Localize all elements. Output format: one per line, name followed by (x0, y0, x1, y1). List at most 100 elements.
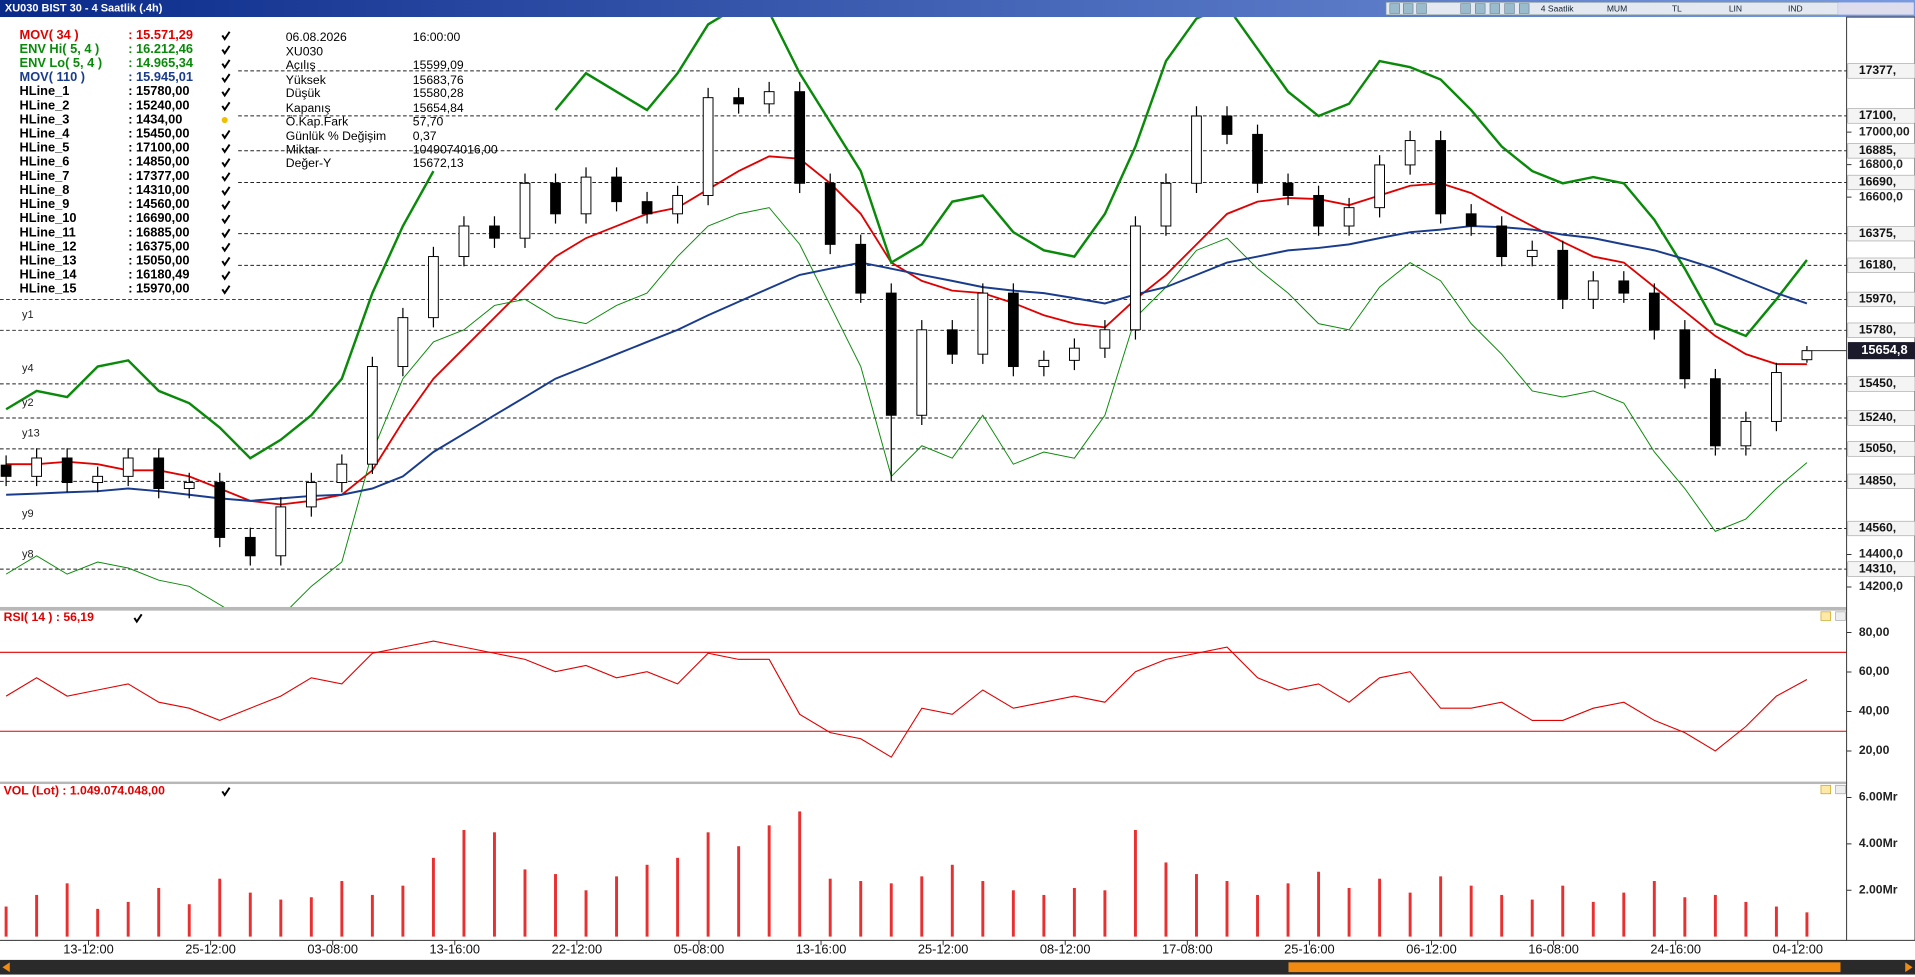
scrollbar-thumb[interactable] (1288, 962, 1841, 973)
candle-body (1282, 182, 1294, 196)
hline-axis-label: 17100, (1859, 108, 1896, 122)
info-label: 06.08.2026 (286, 30, 347, 44)
candle-body (824, 182, 836, 245)
y-tick-label: 17000,00 (1859, 124, 1910, 138)
candle-body (1801, 350, 1813, 361)
candle-body (1038, 359, 1050, 368)
candle-body (305, 482, 317, 508)
candle-body (1007, 292, 1019, 368)
x-tick-label: 25-12:00 (185, 942, 236, 957)
legend-name: HLine_9 (20, 196, 70, 211)
volume-bar (615, 876, 619, 937)
y-tick-label: 6.00Mr (1859, 790, 1898, 804)
pane-button[interactable] (1820, 611, 1832, 621)
toolbar-item: TL (1672, 3, 1682, 13)
volume-bar (1286, 883, 1290, 937)
volume-bar (1439, 876, 1443, 937)
hline-label-box (1847, 226, 1915, 242)
candle-body (1771, 372, 1782, 422)
indicator-check (221, 73, 231, 84)
pane-button[interactable] (1820, 784, 1832, 795)
candle-body (977, 292, 989, 355)
indicator-line (5, 207, 1808, 607)
hline-axis-label: 14560, (1859, 521, 1896, 535)
volume-bar (96, 908, 100, 937)
info-value: 1049074016,00 (413, 142, 498, 156)
indicator-check (221, 271, 231, 281)
indicator-check (221, 31, 231, 41)
y-tick-label: 2.00Mr (1859, 883, 1898, 897)
legend-name: HLine_15 (20, 281, 77, 296)
candle-body (92, 475, 104, 484)
info-label: Miktar (286, 142, 319, 156)
window-controls[interactable] (1838, 2, 1914, 15)
volume-bar (1469, 885, 1473, 937)
candle-body (916, 329, 928, 416)
y-tick-label: 14200,0 (1859, 579, 1903, 593)
legend-name: HLine_2 (20, 97, 70, 112)
candle-body (1435, 140, 1447, 215)
hline-axis-label: 16180, (1859, 258, 1896, 272)
hline-label-box (1847, 257, 1915, 273)
candle-body (763, 91, 775, 105)
volume-bar (218, 878, 222, 937)
hline-label-box (1847, 63, 1915, 79)
candle-body (1343, 207, 1355, 227)
volume-bar (1408, 892, 1412, 937)
toolbar-icon (1475, 3, 1486, 14)
hline-axis-label: 16885, (1859, 143, 1896, 157)
volume-bar (1713, 894, 1717, 937)
hline-label-box (1847, 322, 1915, 338)
hline-label-box (1847, 473, 1915, 489)
volume-bar (767, 825, 771, 937)
volume-bar (1530, 899, 1534, 937)
candle-body (275, 506, 287, 557)
pane-close[interactable] (1835, 784, 1846, 795)
legend-value: : 1434,00 (128, 111, 182, 126)
candle-body (733, 97, 745, 105)
info-label: Ö.Kap.Fark (286, 114, 349, 128)
y-tick-label: 16800,0 (1859, 157, 1903, 171)
toolbar-icon (1519, 3, 1530, 14)
candle-body (1404, 140, 1416, 166)
x-tick-label: 24-16:00 (1650, 942, 1701, 957)
candle-body (1526, 249, 1538, 258)
indicator-check (221, 242, 231, 253)
pane-separator[interactable] (0, 781, 1915, 785)
legend-name: HLine_7 (20, 168, 70, 183)
candle-body (1587, 280, 1599, 300)
y-tick-label: 40,00 (1859, 704, 1890, 718)
indicator-check (221, 256, 231, 267)
candle-body (1130, 225, 1141, 331)
volume-bar (370, 894, 374, 937)
info-value: 16:00:00 (413, 30, 461, 44)
candle-body (31, 457, 43, 477)
info-value: 15654,84 (413, 101, 464, 115)
volume-bar (65, 883, 69, 937)
toolbar-icon (1403, 3, 1414, 14)
info-label: Açılış (286, 58, 316, 72)
volume-bar (1072, 887, 1076, 937)
hline-label-box (1847, 376, 1915, 392)
hline-axis-label: 14310, (1859, 561, 1896, 575)
info-label: Düşük (286, 86, 321, 100)
legend-name: HLine_6 (20, 154, 70, 169)
candle-body (1709, 378, 1721, 447)
volume-bar (1164, 862, 1168, 937)
hline-label-box (1847, 520, 1915, 537)
legend-value: : 15240,00 (128, 97, 189, 112)
legend-value: : 15780,00 (128, 83, 189, 98)
overlay-text: y1 y4 y2 y13 y9 y8 06.08.2026 16:00:00 XU030Açıl… (4, 27, 498, 798)
legend-value: : 14560,00 (128, 196, 189, 211)
pane-separator[interactable] (0, 606, 1915, 611)
pane-close[interactable] (1835, 611, 1846, 621)
legend-name: HLine_5 (20, 140, 70, 155)
pane-title: RSI( 14 ) : 56,19 (4, 610, 94, 624)
volume-bar (1683, 897, 1687, 937)
hline-axis-label: 17377, (1859, 63, 1896, 77)
candle-body (855, 243, 867, 294)
hline-axis-label: 16375, (1859, 226, 1896, 240)
x-tick-label: 25-16:00 (1284, 942, 1335, 957)
x-tick-label: 13-16:00 (429, 942, 480, 957)
legend-value: : 15450,00 (128, 126, 189, 141)
